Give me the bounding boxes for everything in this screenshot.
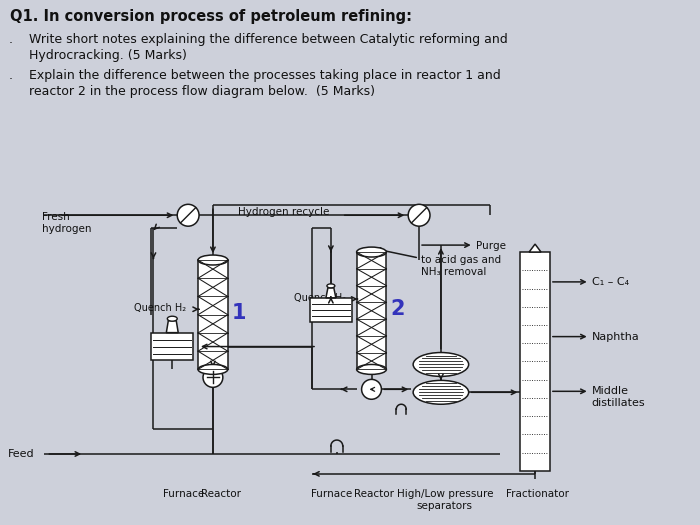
Text: Naphtha: Naphtha xyxy=(592,332,639,342)
Bar xyxy=(151,333,193,361)
Ellipse shape xyxy=(198,255,228,265)
Text: C₁ – C₄: C₁ – C₄ xyxy=(592,277,629,287)
Text: to acid gas and
NH₃ removal: to acid gas and NH₃ removal xyxy=(421,255,501,277)
Bar xyxy=(520,252,550,471)
Circle shape xyxy=(177,204,199,226)
Text: Q1. In conversion process of petroleum refining:: Q1. In conversion process of petroleum r… xyxy=(10,9,412,24)
Text: separators: separators xyxy=(417,501,473,511)
Text: Write short notes explaining the difference between Catalytic reforming and: Write short notes explaining the differe… xyxy=(17,33,508,46)
Text: High/Low pressure: High/Low pressure xyxy=(397,489,493,499)
Text: Hydrocracking. (5 Marks): Hydrocracking. (5 Marks) xyxy=(17,49,186,62)
Ellipse shape xyxy=(413,381,469,404)
Circle shape xyxy=(203,368,223,387)
Text: Explain the difference between the processes taking place in reactor 1 and: Explain the difference between the proce… xyxy=(17,69,500,82)
Text: Feed: Feed xyxy=(8,449,34,459)
Bar xyxy=(356,252,386,370)
Ellipse shape xyxy=(356,247,386,257)
Circle shape xyxy=(362,380,382,400)
Ellipse shape xyxy=(198,364,228,374)
Text: Furnace: Furnace xyxy=(312,489,353,499)
Text: 2: 2 xyxy=(391,299,405,319)
Text: Hydrogen recycle: Hydrogen recycle xyxy=(238,207,329,217)
Polygon shape xyxy=(167,321,178,333)
Ellipse shape xyxy=(167,316,177,321)
Ellipse shape xyxy=(356,364,386,374)
Text: Quench H₂: Quench H₂ xyxy=(134,303,186,313)
Bar xyxy=(310,298,351,322)
Text: Reactor: Reactor xyxy=(354,489,395,499)
Text: .: . xyxy=(8,69,13,82)
Text: Purge: Purge xyxy=(475,241,505,251)
Text: 1: 1 xyxy=(232,303,246,323)
Polygon shape xyxy=(326,288,336,298)
Text: reactor 2 in the process flow diagram below.  (5 Marks): reactor 2 in the process flow diagram be… xyxy=(17,85,374,98)
Text: Middle
distillates: Middle distillates xyxy=(592,386,645,408)
Bar xyxy=(198,260,228,370)
Text: Reactor: Reactor xyxy=(201,489,241,499)
Ellipse shape xyxy=(327,284,335,288)
Text: .: . xyxy=(8,33,13,46)
Ellipse shape xyxy=(413,352,469,376)
Text: Quench H₂: Quench H₂ xyxy=(294,293,346,303)
Text: Fresh
hydrogen: Fresh hydrogen xyxy=(43,212,92,234)
Circle shape xyxy=(408,204,430,226)
Text: Furnace: Furnace xyxy=(162,489,204,499)
Text: Fractionator: Fractionator xyxy=(505,489,568,499)
Polygon shape xyxy=(529,244,541,252)
